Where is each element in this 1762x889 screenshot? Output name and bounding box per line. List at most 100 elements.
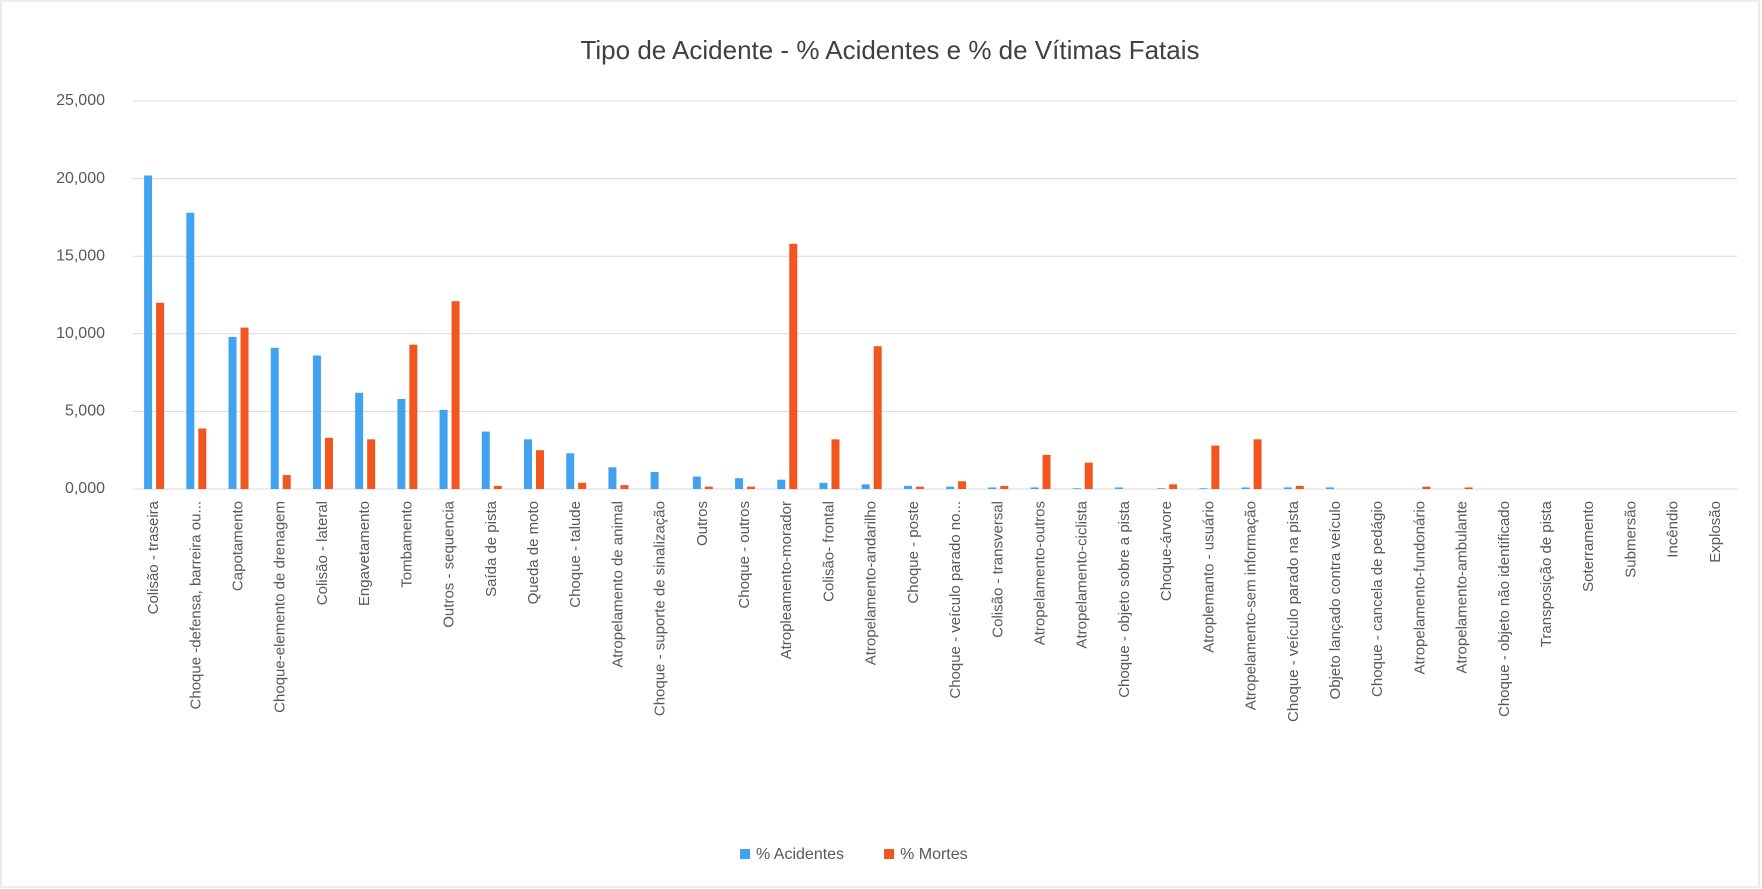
x-tick-label: Soterramento: [1580, 501, 1597, 592]
x-tick-label: Atropelamento-fundonário: [1411, 501, 1428, 674]
x-tick-label: Explosão: [1707, 501, 1724, 563]
bar: [1295, 485, 1304, 489]
bar: [1326, 487, 1334, 489]
bar: [367, 439, 376, 489]
bar: [481, 431, 490, 489]
x-tick-label: Choque - objeto sobre a pista: [1116, 500, 1133, 697]
x-tick-label: Incêndio: [1665, 501, 1682, 558]
bar: [144, 175, 153, 489]
x-tick-label: Choque - poste: [905, 501, 922, 604]
bar: [704, 486, 713, 489]
bar: [1241, 487, 1250, 489]
bar: [861, 484, 870, 489]
bar: [789, 243, 798, 489]
bar: [1084, 462, 1093, 489]
x-tick-label: Choque-árvore: [1158, 501, 1175, 601]
bar: [1042, 454, 1051, 489]
bar: [397, 398, 406, 489]
y-tick-label: 20,000: [56, 170, 105, 187]
bar: [439, 409, 448, 489]
x-tick-label: Engavetamento: [356, 501, 373, 606]
bar: [355, 392, 364, 489]
bar: [819, 482, 828, 489]
bar: [240, 327, 249, 489]
x-tick-label: Choque - suporte de sinalização: [652, 501, 669, 716]
bar: [282, 475, 291, 489]
legend-label: % Acidentes: [756, 846, 844, 863]
bar: [608, 467, 617, 489]
bar: [566, 453, 575, 489]
x-tick-label: Submersão: [1622, 501, 1639, 578]
bar: [958, 481, 967, 489]
y-tick-label: 15,000: [56, 247, 105, 264]
y-tick-label: 5,000: [65, 403, 105, 420]
bar: [578, 482, 587, 489]
x-tick-label: Atroplemanto - usuário: [1200, 501, 1217, 653]
x-tick-label: Choque -defensa, barreira ou...: [187, 501, 204, 709]
bar: [946, 486, 955, 489]
x-tick-label: Choque - talude: [567, 501, 584, 608]
bar: [1114, 487, 1123, 489]
bar: [1283, 487, 1292, 489]
bar: [1072, 488, 1081, 489]
x-tick-label: Outros - sequencia: [441, 500, 458, 627]
x-tick-label: Atropelamento-andarilho: [863, 501, 880, 665]
bar: [1169, 484, 1178, 489]
x-tick-label: Atropelamento-sem informação: [1243, 501, 1260, 710]
bar: [988, 487, 997, 489]
x-tick-label: Outros: [694, 501, 711, 546]
x-tick-label: Choque - veículo parado no...: [947, 501, 964, 699]
bar: [324, 437, 333, 489]
bar: [1422, 486, 1431, 489]
bar: [1030, 487, 1039, 489]
bar: [777, 479, 786, 489]
bar: [156, 302, 165, 489]
bar: [747, 486, 756, 489]
x-tick-label: Choque - veículo parado na pista: [1285, 500, 1302, 722]
legend-swatch: [740, 849, 750, 859]
bar: [186, 212, 195, 489]
bar: [312, 355, 321, 489]
bar: [692, 476, 701, 489]
bar: [524, 439, 532, 489]
bar: [873, 346, 882, 489]
y-tick-label: 25,000: [56, 92, 105, 109]
chart-title: Tipo de Acidente - % Acidentes e % de Ví…: [580, 35, 1199, 65]
x-tick-label: Atropelamento de animal: [609, 501, 626, 668]
x-tick-label: Atropleamento-morador: [778, 501, 795, 659]
x-tick-label: Saída de pista: [483, 500, 500, 597]
x-tick-label: Colisão - lateral: [314, 501, 331, 605]
bar: [1000, 485, 1009, 489]
bar: [1253, 439, 1262, 489]
bar: [409, 344, 418, 489]
x-tick-label: Choque-elemento de drenagem: [272, 501, 289, 713]
bar: [1199, 488, 1208, 489]
bar: [270, 347, 279, 489]
bar: [1211, 445, 1220, 489]
legend-label: % Mortes: [900, 846, 968, 863]
x-tick-label: Choque - cancela de pedágio: [1369, 501, 1386, 697]
x-tick-label: Queda de moto: [525, 501, 542, 604]
bar: [451, 301, 460, 489]
x-tick-label: Colisão- frontal: [820, 501, 837, 602]
bar: [915, 486, 924, 489]
x-tick-label: Colisão - traseira: [145, 500, 162, 614]
bar: [228, 336, 237, 489]
x-tick-label: Objeto lançado contra veículo: [1327, 501, 1344, 699]
bar: [1157, 488, 1166, 489]
bar: [1464, 487, 1473, 489]
bar: [650, 471, 659, 489]
x-tick-label: Tombamento: [398, 501, 415, 588]
bar: [620, 485, 629, 489]
y-tick-label: 0,000: [65, 480, 105, 497]
bar: [198, 428, 207, 489]
x-tick-label: Colisão - transversal: [989, 501, 1006, 638]
x-tick-label: Choque - objeto não identificado: [1496, 501, 1513, 717]
bar: [735, 478, 744, 489]
x-tick-label: Choque - outros: [736, 501, 753, 609]
x-tick-label: Transposição de pista: [1538, 500, 1555, 647]
bar: [903, 485, 912, 489]
bar: [536, 450, 544, 489]
x-tick-label: Capotamento: [229, 501, 246, 591]
